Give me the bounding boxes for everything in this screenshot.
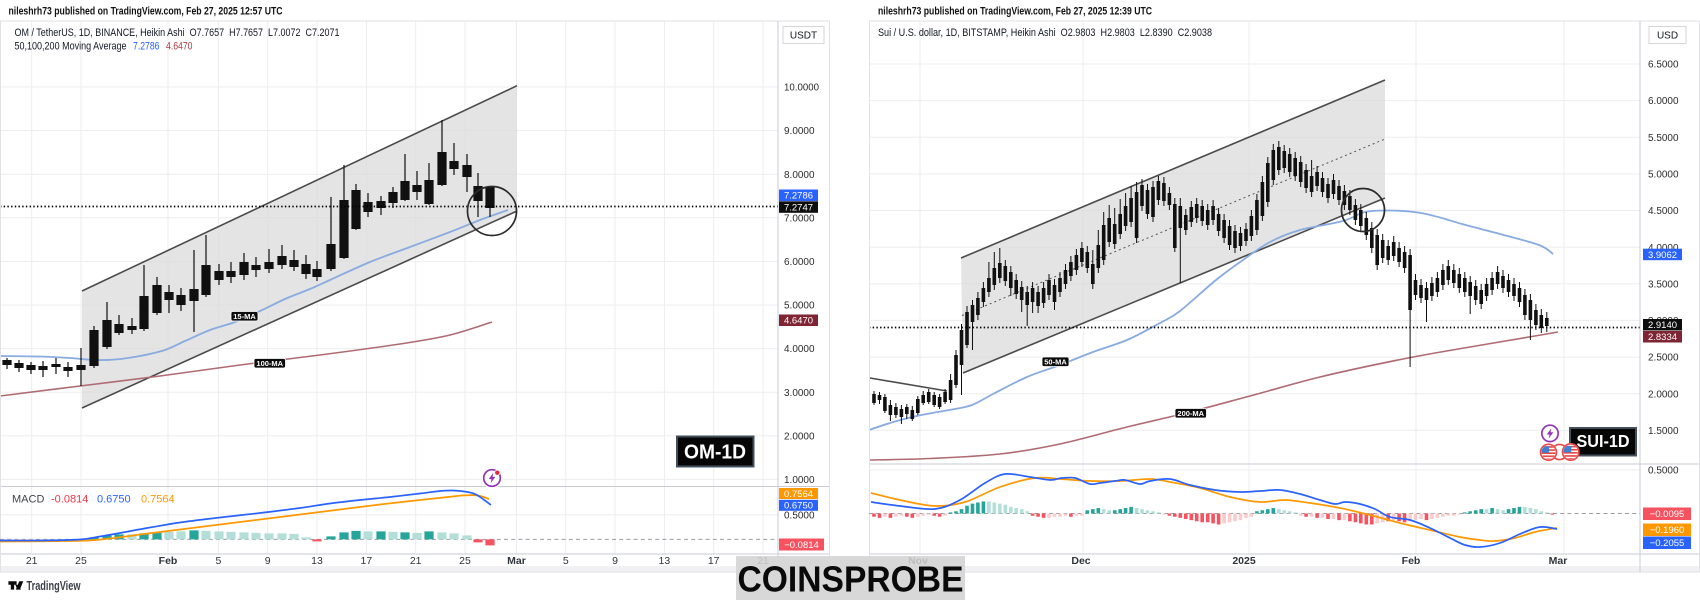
svg-text:nileshrh73 published on Tradin: nileshrh73 published on TradingView.com,… [9,6,283,18]
svg-text:7.2747: 7.2747 [784,202,813,213]
svg-text:6.0000: 6.0000 [784,257,815,268]
svg-text:0.7564: 0.7564 [784,489,813,500]
svg-text:17: 17 [361,555,373,567]
svg-text:7.2786: 7.2786 [133,41,160,53]
svg-text:6.0000: 6.0000 [1648,96,1679,107]
svg-text:SUI-1D: SUI-1D [1577,431,1630,451]
svg-text:0.5000: 0.5000 [784,510,815,521]
svg-text:5.0000: 5.0000 [784,301,815,312]
svg-text:−0.1960: −0.1960 [1650,525,1685,536]
svg-text:1.5000: 1.5000 [1648,426,1679,437]
svg-text:0.6750: 0.6750 [97,494,131,506]
svg-text:-0.0814: -0.0814 [51,494,88,506]
svg-text:21: 21 [757,555,769,567]
svg-text:5.0000: 5.0000 [1648,170,1679,181]
svg-text:25: 25 [459,555,471,567]
svg-text:5.5000: 5.5000 [1648,133,1679,144]
svg-text:5: 5 [215,555,221,567]
svg-text:7.2786: 7.2786 [784,191,813,202]
svg-text:6.5000: 6.5000 [1648,60,1679,71]
svg-text:100-MA: 100-MA [256,359,283,368]
svg-text:TradingView: TradingView [27,579,81,593]
svg-text:−0.2055: −0.2055 [1650,538,1685,549]
svg-text:Feb: Feb [159,555,178,567]
svg-text:4.0000: 4.0000 [1648,243,1679,254]
svg-text:0.6750: 0.6750 [784,501,813,512]
svg-text:MACD: MACD [12,494,44,506]
svg-text:COINSPROBE: COINSPROBE [738,559,964,600]
svg-text:Mar: Mar [507,555,526,567]
svg-text:nileshrh73 published on Tradin: nileshrh73 published on TradingView.com,… [878,6,1152,18]
svg-text:USDT: USDT [790,30,817,41]
svg-text:3.9062: 3.9062 [1648,250,1677,261]
svg-text:Nov: Nov [908,555,928,567]
svg-text:9: 9 [612,555,618,567]
svg-text:Sui / U.S. dollar, 1D, BITSTAM: Sui / U.S. dollar, 1D, BITSTAMP, Heikin … [878,27,1212,39]
svg-text:200-MA: 200-MA [1177,409,1204,418]
svg-text:15-MA: 15-MA [233,312,256,321]
svg-text:OM / TetherUS, 1D, BINANCE, He: OM / TetherUS, 1D, BINANCE, Heikin Ashi … [15,27,340,39]
svg-text:0.5000: 0.5000 [1648,465,1679,476]
svg-text:5: 5 [563,555,569,567]
svg-text:4.6470: 4.6470 [784,316,813,327]
svg-text:2.5000: 2.5000 [1648,353,1679,364]
svg-text:3.0000: 3.0000 [784,388,815,399]
svg-text:4.0000: 4.0000 [784,344,815,355]
svg-text:50-MA: 50-MA [1044,357,1067,366]
svg-text:9: 9 [265,555,271,567]
svg-text:10.0000: 10.0000 [784,83,819,94]
svg-text:7.0000: 7.0000 [784,213,815,224]
svg-text:50,100,200 Moving Average: 50,100,200 Moving Average [15,41,127,53]
svg-text:4.6470: 4.6470 [166,41,193,53]
svg-text:1.0000: 1.0000 [784,475,815,486]
svg-text:21: 21 [26,555,38,567]
svg-text:Feb: Feb [1402,555,1421,567]
svg-text:0.7564: 0.7564 [141,494,175,506]
svg-text:2.8334: 2.8334 [1648,332,1677,343]
svg-text:17: 17 [708,555,720,567]
svg-text:−0.0814: −0.0814 [784,540,819,551]
svg-text:Mar: Mar [1549,555,1568,567]
svg-text:OM-1D: OM-1D [684,441,746,464]
svg-text:2.9140: 2.9140 [1648,320,1677,331]
svg-text:25: 25 [75,555,87,567]
svg-text:2025: 2025 [1232,555,1256,567]
svg-text:21: 21 [410,555,422,567]
svg-text:4.5000: 4.5000 [1648,206,1679,217]
svg-text:9.0000: 9.0000 [784,126,815,137]
svg-text:3.5000: 3.5000 [1648,279,1679,290]
svg-text:8.0000: 8.0000 [784,170,815,181]
svg-text:−0.0095: −0.0095 [1650,509,1685,520]
svg-text:2.0000: 2.0000 [784,431,815,442]
svg-text:2.0000: 2.0000 [1648,389,1679,400]
svg-text:13: 13 [311,555,323,567]
svg-text:13: 13 [659,555,671,567]
svg-text:Dec: Dec [1071,555,1090,567]
svg-text:USD: USD [1657,30,1678,41]
